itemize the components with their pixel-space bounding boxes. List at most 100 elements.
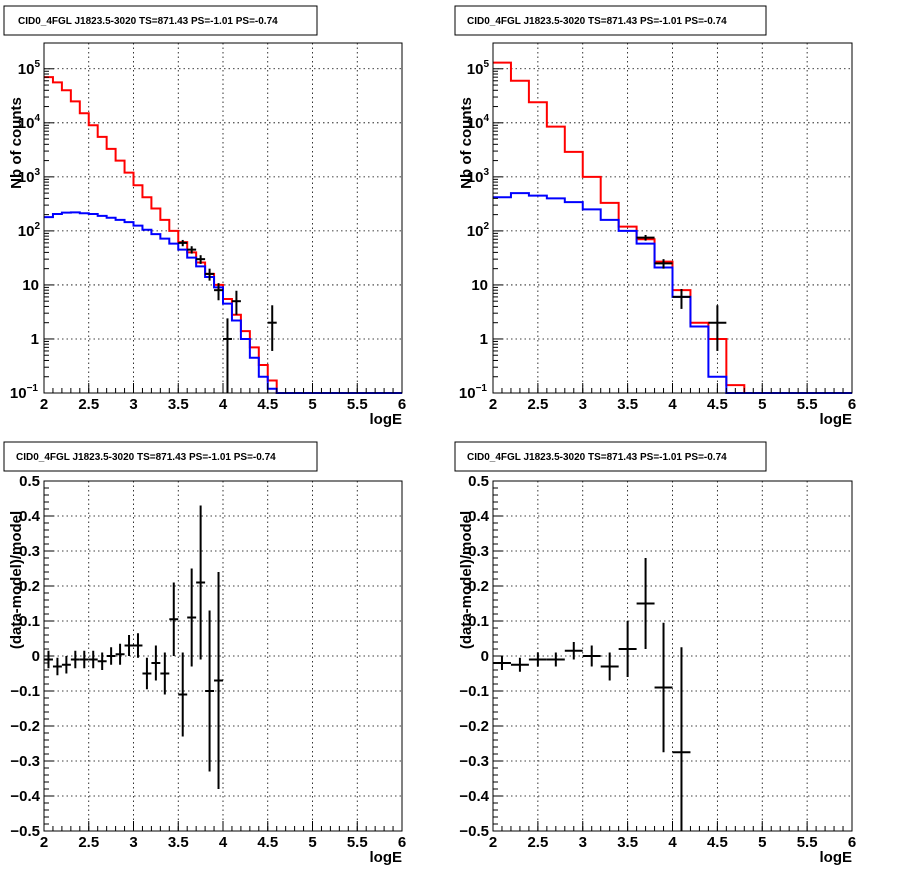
y-tick-label: 0.2: [468, 578, 489, 595]
x-tick-label: 4: [668, 396, 677, 413]
data-point: [546, 652, 565, 667]
data-point: [582, 645, 601, 667]
y-axis-label: (data-model)/model: [458, 511, 475, 649]
counts-panel-right: CID0_4FGL J1823.5-3020 TS=871.43 PS=-1.0…: [454, 5, 856, 428]
y-tick-label: 0.4: [19, 508, 41, 525]
panel-title-box: [3, 5, 318, 36]
data-point: [654, 622, 673, 753]
y-tick-label: 103: [18, 167, 41, 186]
y-tick-label: 104: [18, 113, 41, 132]
x-tick-label: 6: [848, 396, 856, 413]
x-tick-label: 2.5: [527, 396, 548, 413]
y-tick-label: −0.4: [459, 788, 489, 805]
y-tick-label: −0.5: [10, 823, 40, 840]
x-axis-label: logE: [820, 411, 853, 428]
y-tick-label: 1: [31, 331, 39, 348]
data-point: [636, 558, 655, 649]
data-point: [88, 650, 98, 669]
data-point: [231, 290, 241, 315]
x-tick-label: 5.5: [797, 396, 818, 413]
y-tick-label: 105: [18, 59, 41, 78]
data-point: [205, 268, 215, 281]
y-tick-label: 102: [467, 221, 490, 240]
model-component-histogram: [44, 211, 402, 394]
data-point: [133, 633, 143, 658]
y-tick-label: 102: [18, 221, 41, 240]
y-tick-label: 104: [467, 113, 490, 132]
data-point: [52, 657, 62, 676]
data-point: [178, 239, 188, 247]
x-tick-label: 4.5: [257, 396, 278, 413]
y-tick-label: −0.2: [10, 718, 40, 735]
panel-title-box: [454, 5, 767, 36]
y-tick-label: 0.2: [19, 578, 40, 595]
y-tick-label: −0.2: [459, 718, 489, 735]
data-point: [510, 657, 529, 672]
y-axis-label: Nb of counts: [8, 97, 25, 189]
x-tick-label: 5: [308, 396, 316, 413]
y-tick-label: 0.1: [19, 613, 40, 630]
x-tick-label: 2.5: [527, 834, 548, 851]
data-point: [636, 234, 655, 241]
data-point: [528, 652, 547, 667]
x-tick-label: 5.5: [347, 834, 368, 851]
y-tick-label: 0: [32, 648, 40, 665]
x-tick-label: 3.5: [617, 834, 638, 851]
x-tick-label: 2: [489, 396, 497, 413]
x-tick-label: 5: [308, 834, 316, 851]
data-point: [672, 647, 691, 831]
x-tick-label: 6: [398, 396, 406, 413]
x-tick-label: 3: [129, 834, 137, 851]
y-axis-label: (data-model)/model: [8, 511, 25, 649]
data-point: [214, 572, 223, 789]
x-axis-label: logE: [370, 849, 403, 866]
x-tick-label: 3.5: [168, 396, 189, 413]
y-tick-label: 0.4: [468, 508, 490, 525]
data-point: [61, 656, 71, 674]
x-tick-label: 2: [40, 396, 48, 413]
x-axis-label: logE: [820, 849, 853, 866]
residual-panel-left: CID0_4FGL J1823.5-3020 TS=871.43 PS=-1.0…: [3, 441, 406, 866]
data-point: [205, 610, 215, 772]
x-tick-label: 3: [129, 396, 137, 413]
y-tick-label: 103: [467, 167, 490, 186]
y-tick-label: 10−1: [459, 383, 488, 402]
x-tick-label: 5: [758, 396, 766, 413]
data-point: [79, 650, 89, 669]
y-tick-label: 10: [471, 277, 488, 294]
data-point: [178, 652, 188, 737]
residual-panel-right: CID0_4FGL J1823.5-3020 TS=871.43 PS=-1.0…: [454, 441, 856, 866]
y-tick-label: −0.1: [10, 683, 40, 700]
y-tick-label: 0.3: [468, 543, 489, 560]
y-axis-label: Nb of counts: [458, 97, 475, 189]
data-point: [600, 652, 619, 681]
data-point: [106, 647, 116, 665]
x-tick-label: 3.5: [168, 834, 189, 851]
x-tick-label: 2.5: [78, 396, 99, 413]
data-point: [70, 650, 80, 669]
y-tick-label: −0.3: [459, 753, 489, 770]
y-tick-label: 0.1: [468, 613, 489, 630]
data-point: [618, 621, 637, 677]
data-point: [160, 652, 170, 695]
data-point: [44, 650, 53, 669]
data-point: [214, 283, 223, 301]
y-tick-label: −0.4: [10, 788, 40, 805]
data-point: [223, 318, 232, 393]
x-tick-label: 5: [758, 834, 766, 851]
y-tick-label: 0.5: [19, 473, 40, 490]
data-point: [124, 635, 134, 656]
x-tick-label: 4.5: [257, 834, 278, 851]
panel-title: CID0_4FGL J1823.5-3020 TS=871.43 PS=-1.0…: [18, 16, 278, 27]
x-tick-label: 4.5: [707, 834, 728, 851]
panel-title: CID0_4FGL J1823.5-3020 TS=871.43 PS=-1.0…: [16, 452, 276, 463]
y-tick-label: 1: [480, 331, 488, 348]
y-tick-label: 0.3: [19, 543, 40, 560]
x-tick-label: 6: [398, 834, 406, 851]
x-tick-label: 2.5: [78, 834, 99, 851]
x-tick-label: 4.5: [707, 396, 728, 413]
data-point: [708, 305, 727, 351]
data-point: [115, 643, 125, 665]
data-point: [97, 652, 107, 670]
